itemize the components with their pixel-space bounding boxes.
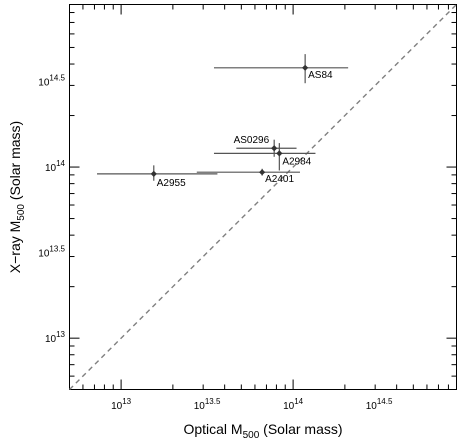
x-tick-label: 1014.5	[366, 397, 393, 412]
point-marker	[150, 170, 157, 178]
x-axis-label: Optical M500 (Solar mass)	[183, 421, 342, 441]
y-tick-label: 1014.5	[38, 74, 65, 89]
point-label: AS0296	[234, 135, 270, 146]
x-tick-label: 1014	[283, 397, 304, 412]
point-label: A2984	[282, 156, 311, 167]
x-tick-label: 1013.5	[194, 397, 221, 412]
y-tick-label: 1013	[45, 330, 66, 345]
x-tick-label: 1013	[111, 397, 132, 412]
y-axis-label: X−ray M500 (Solar mass)	[7, 121, 27, 273]
point-label: A2955	[157, 178, 186, 189]
y-tick-label: 1014	[45, 159, 66, 174]
reference-line	[69, 4, 457, 390]
data-point-a2955: A2955	[97, 165, 218, 189]
point-label: AS84	[308, 70, 333, 81]
y-tick-label: 1013.5	[38, 245, 65, 260]
point-label: A2401	[265, 174, 294, 185]
